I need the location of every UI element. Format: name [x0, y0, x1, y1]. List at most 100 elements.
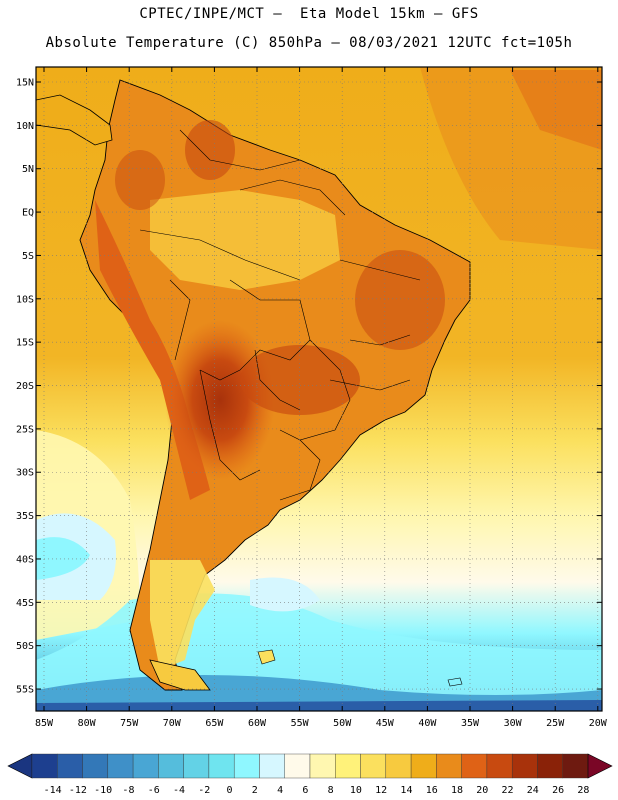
colorbar-segment — [562, 753, 589, 779]
colorbar-segment — [360, 753, 387, 779]
colorbar-segment — [259, 753, 285, 779]
colorbar-right-arrow — [587, 753, 613, 779]
lon-label: 70W — [163, 718, 182, 729]
chaco-hot-core — [165, 320, 275, 480]
colorbar-segment — [309, 753, 336, 779]
south-georgia — [447, 677, 463, 687]
lon-label: 40W — [418, 718, 437, 729]
pacific-cold-core — [36, 537, 90, 580]
colorbar-segment — [183, 753, 210, 779]
colorbar-label: 28 — [577, 785, 589, 796]
colorbar-segment — [486, 753, 513, 779]
colorbar-label: -12 — [69, 785, 87, 796]
lat-label: 5S — [22, 251, 34, 262]
colorbar-label: 20 — [476, 785, 488, 796]
lon-label: 20W — [589, 718, 608, 729]
colombia-hot — [115, 150, 165, 210]
colorbar-label: 24 — [527, 785, 539, 796]
colorbar-segment — [31, 753, 58, 779]
lon-label: 75W — [120, 718, 139, 729]
colorbar-segment — [208, 753, 235, 779]
colorbar-segment — [461, 753, 488, 779]
lat-label: 5N — [22, 164, 34, 175]
lat-label: 45S — [16, 598, 34, 609]
lon-label: 80W — [78, 718, 97, 729]
lat-label: 50S — [16, 641, 34, 652]
lat-label: 15N — [16, 78, 34, 89]
country-borders — [139, 129, 421, 501]
southern-coldest-band — [36, 700, 602, 711]
map-grid — [36, 67, 602, 711]
lon-label: 50W — [333, 718, 352, 729]
brazil-central-hot — [240, 345, 360, 415]
colorbar-label: 8 — [328, 785, 334, 796]
lon-label: 35W — [461, 718, 480, 729]
lat-label: 35S — [16, 511, 34, 522]
lon-label: 60W — [248, 718, 267, 729]
colorbar-segment — [284, 753, 311, 779]
colorbar-segment — [410, 753, 437, 779]
atlantic-cold-patch — [250, 577, 320, 612]
title-line-2: Absolute Temperature (C) 850hPa – 08/03/… — [45, 35, 573, 51]
colorbar-segment — [436, 753, 462, 779]
colorbar-label: -4 — [173, 785, 185, 796]
lat-label: 30S — [16, 468, 34, 479]
colorbar-label: 14 — [400, 785, 412, 796]
patagonia-cool — [150, 560, 215, 670]
warm-atlantic-band — [420, 67, 602, 250]
colorbar-label: -10 — [94, 785, 112, 796]
lon-label: 65W — [205, 718, 224, 729]
colorbar-segment — [57, 753, 83, 779]
colorbar-label: 0 — [227, 785, 233, 796]
colorbar-segment — [537, 753, 563, 779]
colorbar-label: -8 — [122, 785, 134, 796]
lat-label: 15S — [16, 338, 34, 349]
lat-label: 25S — [16, 424, 34, 435]
longitude-axis: 85W 80W 75W 70W 65W 60W 55W 50W 45W 40W 35W 30W 25W 2… — [35, 67, 608, 729]
lon-label: 85W — [35, 718, 54, 729]
brazil-northeast-hot — [355, 250, 445, 350]
colorbar-segment — [233, 753, 260, 779]
lon-label: 55W — [291, 718, 310, 729]
colorbar-label: -2 — [198, 785, 210, 796]
venezuela-hot — [185, 120, 235, 180]
central-america — [36, 94, 113, 146]
lat-label: 20S — [16, 381, 34, 392]
colorbar-label: 2 — [252, 785, 258, 796]
lon-label: 45W — [376, 718, 395, 729]
colorbar-segment — [385, 753, 412, 779]
falkland-islands — [257, 649, 276, 665]
colorbar-label: -6 — [148, 785, 160, 796]
colorbar-segment — [511, 753, 538, 779]
lat-label: 10N — [16, 121, 34, 132]
tierra-del-fuego — [149, 659, 211, 691]
colorbar-segment — [132, 753, 159, 779]
amazon-cooler-region — [150, 190, 340, 290]
colorbar-segment — [107, 753, 134, 779]
latitude-axis: 15N 10N 5N EQ 5S 10S 15S 20S 25S 30S 35S 40S 45S 50S 5… — [16, 78, 602, 696]
lat-label: EQ — [22, 208, 34, 219]
colorbar-segment — [158, 753, 184, 779]
colorbar-segment — [82, 753, 109, 779]
colorbar-label: 22 — [502, 785, 514, 796]
title-line-1: CPTEC/INPE/MCT – Eta Model 15km – GFS — [139, 6, 479, 22]
map-frame — [35, 66, 603, 712]
lat-label: 55S — [16, 685, 34, 696]
lat-label: 40S — [16, 554, 34, 565]
colorbar-segment — [335, 753, 361, 779]
colorbar-label: 18 — [451, 785, 463, 796]
colorbar-label: 26 — [552, 785, 564, 796]
colorbar: -14 -12 -10 -8 -6 -4 -2 0 2 4 6 8 10 12 14 16 18 20 22 24 26… — [7, 753, 613, 796]
colorbar-left-arrow — [7, 753, 33, 779]
colorbar-label: 6 — [302, 785, 308, 796]
lon-label: 30W — [504, 718, 523, 729]
colorbar-label: 10 — [350, 785, 362, 796]
colorbar-label: 16 — [426, 785, 438, 796]
warm-atlantic-core — [510, 70, 602, 150]
lat-label: 10S — [16, 294, 34, 305]
lon-label: 25W — [546, 718, 565, 729]
colorbar-label: 4 — [277, 785, 283, 796]
colorbar-label: -14 — [44, 785, 62, 796]
colorbar-label: 12 — [375, 785, 387, 796]
